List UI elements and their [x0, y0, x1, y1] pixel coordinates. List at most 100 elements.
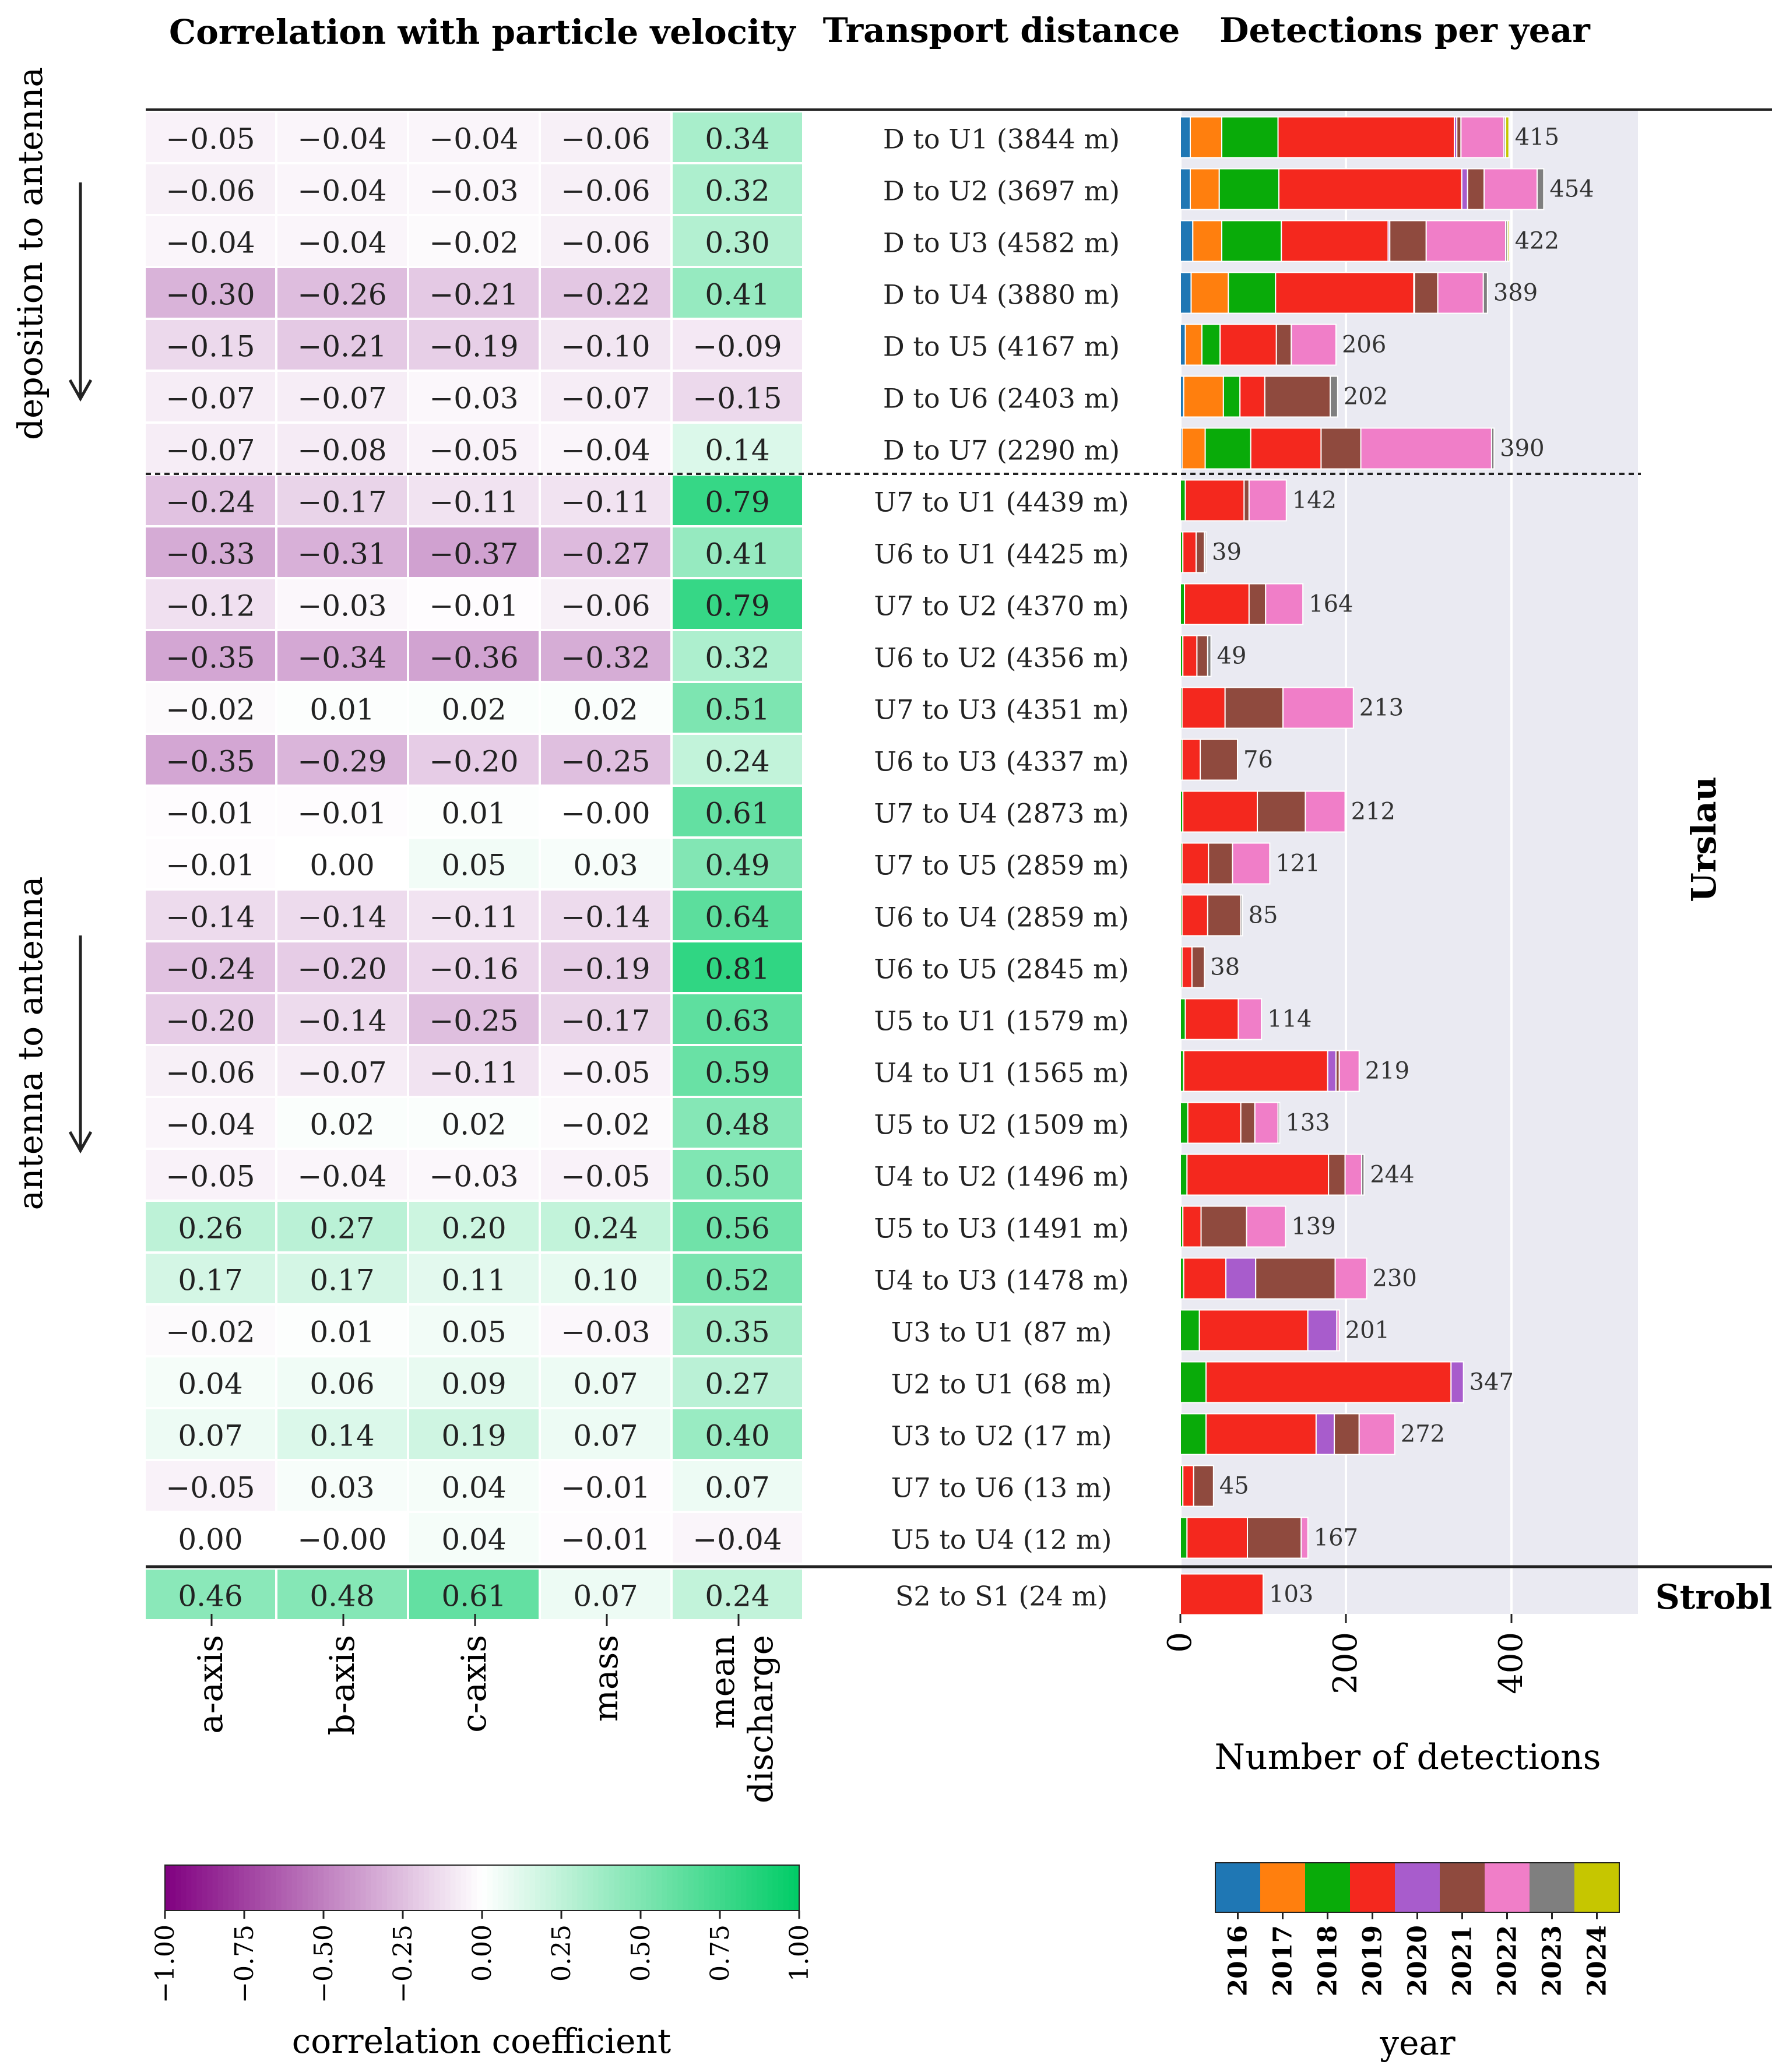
bar-total-label: 213 [1359, 695, 1404, 722]
bar-segment-2019 [1182, 790, 1258, 833]
bar-segment-2019 [1182, 1465, 1194, 1507]
colorbar-step [270, 1865, 277, 1911]
colorbar-step [793, 1865, 800, 1911]
heatmap-cell [409, 1254, 539, 1303]
heatmap-cell-value: 0.48 [705, 1108, 769, 1142]
bar-segment-2022 [1232, 842, 1271, 885]
bar-total-label: 39 [1212, 539, 1242, 566]
heatmap-cell-value: 0.07 [705, 1471, 769, 1505]
bar-segment-2021 [1467, 168, 1485, 210]
row-label: U5 to U3 (1491 m) [874, 1213, 1128, 1244]
bar-total-label: 272 [1401, 1421, 1445, 1448]
bar-segment-2020 [1225, 1257, 1257, 1300]
heatmap-column-labels: a-axis b-axis c-axis mass meandischarge [191, 1614, 781, 1803]
heatmap-cell [409, 631, 539, 681]
bar-segment-2023 [1490, 427, 1495, 470]
heatmap-cell [146, 112, 275, 162]
heatmap-cell-value: −0.20 [166, 1004, 255, 1038]
heatmap-cell-value: 0.02 [310, 1108, 374, 1142]
heatmap-cell-value: −0.02 [429, 226, 518, 260]
heatmap-cell-value: 0.09 [441, 1367, 506, 1401]
heatmap-cell-value: −0.20 [429, 745, 518, 779]
colorbar-step [450, 1865, 456, 1911]
heatmap-cell-value: 0.00 [310, 849, 374, 882]
heatmap-cell-value: −0.08 [297, 434, 386, 467]
heatmap-cell-value: −0.04 [166, 1108, 255, 1142]
bar-segment-2018 [1180, 1309, 1200, 1352]
heatmap-cell-value: −0.03 [429, 174, 518, 208]
colorbar-step [165, 1865, 171, 1911]
legend-year-label: 2016 [1224, 1925, 1253, 1996]
colorbar-step [365, 1865, 372, 1911]
heatmap-cell [409, 683, 539, 733]
heatmap-cell [409, 891, 539, 940]
heatmap-cell-value: 0.19 [441, 1419, 506, 1453]
colorbar-step [720, 1865, 726, 1911]
arrowhead-icon [68, 379, 93, 402]
colorbar-step [598, 1865, 604, 1911]
bar-chart: 415 454 422 389 206 202 390 142 39 164 49 213 76 212 1… [1180, 116, 1594, 1616]
bar-segment-2019 [1277, 116, 1455, 159]
colorbar-step [466, 1865, 472, 1911]
colorbar-step [762, 1865, 768, 1911]
bar-segment-2022 [1254, 1102, 1279, 1144]
colorbar-step [662, 1865, 668, 1911]
colorbar-label: correlation coefficient [292, 2021, 671, 2061]
bar-segment-2019 [1239, 375, 1265, 418]
bar-segment-2021 [1264, 375, 1331, 418]
heatmap-cell-value: 0.64 [705, 900, 769, 934]
bar-segment-2021 [1196, 635, 1208, 677]
colorbar-step [238, 1865, 245, 1911]
bar-segment-2018 [1180, 1413, 1207, 1455]
heatmap-cell-value: 0.14 [310, 1419, 374, 1453]
heatmap-cell [673, 1202, 802, 1251]
column-label: b-axis [322, 1635, 362, 1735]
heatmap-cell [277, 476, 407, 525]
colorbar-step [730, 1865, 737, 1911]
heatmap-cell-value: 0.41 [705, 278, 769, 312]
colorbar-step [487, 1865, 494, 1911]
heatmap-cell-value: 0.03 [573, 849, 638, 882]
colorbar-step [498, 1865, 504, 1911]
colorbar-step [413, 1865, 420, 1911]
row-label: U2 to U1 (68 m) [891, 1369, 1112, 1400]
bar-segment-2020 [1327, 1050, 1337, 1092]
bar-segment-2020 [1315, 1413, 1335, 1455]
heatmap-cell [541, 942, 670, 992]
bar-segment-2022 [1437, 272, 1484, 314]
heatmap-cell [146, 942, 275, 992]
heatmap-cell-value: 0.30 [705, 226, 769, 260]
bar-segment-2018 [1228, 272, 1277, 314]
heatmap-cell-value: 0.32 [705, 641, 769, 675]
bar-total-label: 206 [1342, 332, 1386, 358]
heatmap-cell-value: −0.11 [429, 1056, 518, 1090]
row-label: U3 to U2 (17 m) [891, 1420, 1112, 1452]
bar-segment-2017 [1192, 220, 1223, 262]
column-label: meandischarge [702, 1635, 781, 1803]
colorbar-step [265, 1865, 272, 1911]
bar-segment-2018 [1180, 583, 1186, 625]
legend-swatch-2019 [1350, 1863, 1395, 1912]
colorbar-step [460, 1865, 467, 1911]
colorbar-step [561, 1865, 568, 1911]
bar-total-label: 133 [1285, 1110, 1330, 1137]
colorbar-step [355, 1865, 361, 1911]
colorbar-step [619, 1865, 625, 1911]
colorbar-tick-label: −0.75 [230, 1925, 259, 2003]
heatmap-cell [409, 1409, 539, 1459]
heatmap-cell-value: 0.02 [573, 693, 638, 727]
heatmap-cell-value: −0.04 [561, 434, 650, 467]
colorbar-tick-label: 0.25 [547, 1925, 576, 1982]
heatmap-cell-value: −0.03 [429, 1160, 518, 1194]
heatmap-cell [146, 735, 275, 785]
heatmap-cell [541, 476, 670, 525]
antenna-to-antenna-label: antenna to antenna [10, 877, 93, 1210]
bar-total-label: 212 [1351, 798, 1395, 825]
heatmap-cell [673, 320, 802, 370]
bar-total-label: 103 [1269, 1581, 1313, 1608]
colorbar-step [550, 1865, 557, 1911]
legend-frame [1215, 1862, 1620, 1913]
heatmap-cell-value: −0.15 [166, 330, 255, 364]
heatmap-cell-value: 0.24 [705, 1579, 769, 1613]
colorbar-step [508, 1865, 515, 1911]
